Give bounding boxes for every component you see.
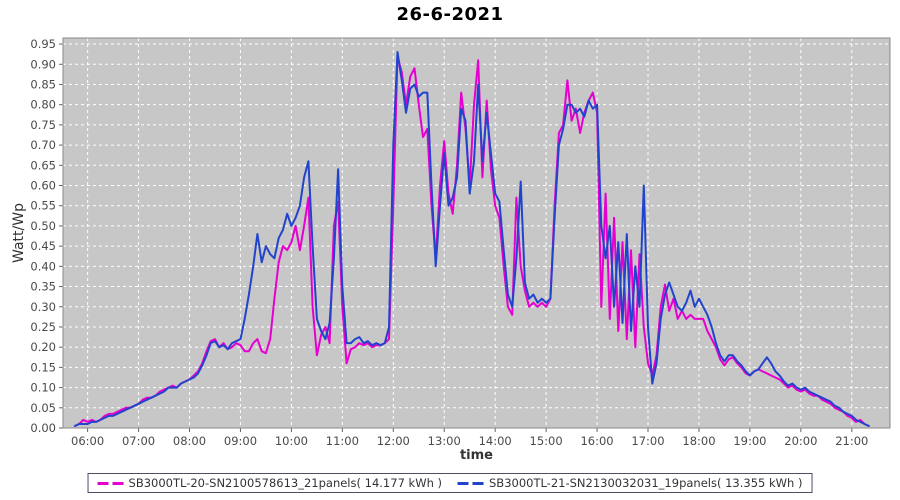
legend: SB3000TL-20-SN2100578613_21panels( 14.17… [87, 473, 813, 493]
x-tick-label: 16:00 [580, 434, 613, 448]
y-tick-label: 0.15 [30, 360, 56, 374]
y-tick-label: 0.85 [30, 77, 56, 91]
y-tick-label: 0.95 [30, 37, 56, 51]
y-tick-label: 0.55 [30, 199, 56, 213]
chart-title: 26-6-2021 [396, 4, 504, 25]
y-tick-label: 0.20 [30, 340, 56, 354]
y-tick-label: 0.90 [30, 57, 56, 71]
plot-background [63, 38, 890, 428]
legend-label-series1: SB3000TL-20-SN2100578613_21panels( 14.17… [128, 476, 442, 490]
y-axis-label: Watt/Wp [11, 203, 27, 263]
x-tick-label: 06:00 [71, 434, 104, 448]
y-tick-label: 0.05 [30, 401, 56, 415]
x-tick-label: 21:00 [835, 434, 868, 448]
y-tick-label: 0.30 [30, 300, 56, 314]
y-tick-label: 0.45 [30, 239, 56, 253]
x-tick-label: 12:00 [377, 434, 410, 448]
legend-item-series2: SB3000TL-21-SN2130032031_19panels( 13.35… [458, 476, 802, 490]
x-tick-label: 17:00 [631, 434, 664, 448]
y-tick-label: 0.25 [30, 320, 56, 334]
plot-area: 0.00 0.05 0.10 0.15 0.20 0.25 0.30 0.35 0.40 0.45… [30, 37, 891, 448]
legend-swatch-series1 [97, 481, 124, 485]
series-line-1 [73, 55, 870, 427]
y-tick-label: 0.80 [30, 98, 56, 112]
legend-swatch-series2 [458, 481, 484, 485]
y-tick-label: 0.00 [30, 421, 56, 435]
x-tick-label: 19:00 [733, 434, 766, 448]
x-tick-label: 11:00 [326, 434, 359, 448]
legend-item-series1: SB3000TL-20-SN2100578613_21panels( 14.17… [97, 476, 442, 490]
y-tick-label: 0.50 [30, 219, 56, 233]
x-tick-label: 18:00 [682, 434, 715, 448]
x-tick-label: 14:00 [479, 434, 512, 448]
y-tick-label: 0.10 [30, 381, 56, 395]
legend-label-series2: SB3000TL-21-SN2130032031_19panels( 13.35… [489, 476, 803, 490]
x-tick-label: 08:00 [173, 434, 206, 448]
x-tick-label: 10:00 [275, 434, 308, 448]
y-tick-label: 0.40 [30, 259, 56, 273]
x-tick-label: 13:00 [428, 434, 461, 448]
x-tick-label: 20:00 [784, 434, 817, 448]
x-tick-label: 09:00 [224, 434, 257, 448]
x-axis-label: time [459, 448, 494, 463]
y-tick-label: 0.35 [30, 280, 56, 294]
x-tick-label: 07:00 [122, 434, 155, 448]
y-tick-label: 0.60 [30, 179, 56, 193]
y-tick-label: 0.75 [30, 118, 56, 132]
plot-frame [62, 37, 891, 429]
y-tick-label: 0.70 [30, 138, 56, 152]
y-tick-label: 0.65 [30, 158, 56, 172]
series-line-2 [73, 51, 870, 427]
x-tick-label: 15:00 [530, 434, 563, 448]
